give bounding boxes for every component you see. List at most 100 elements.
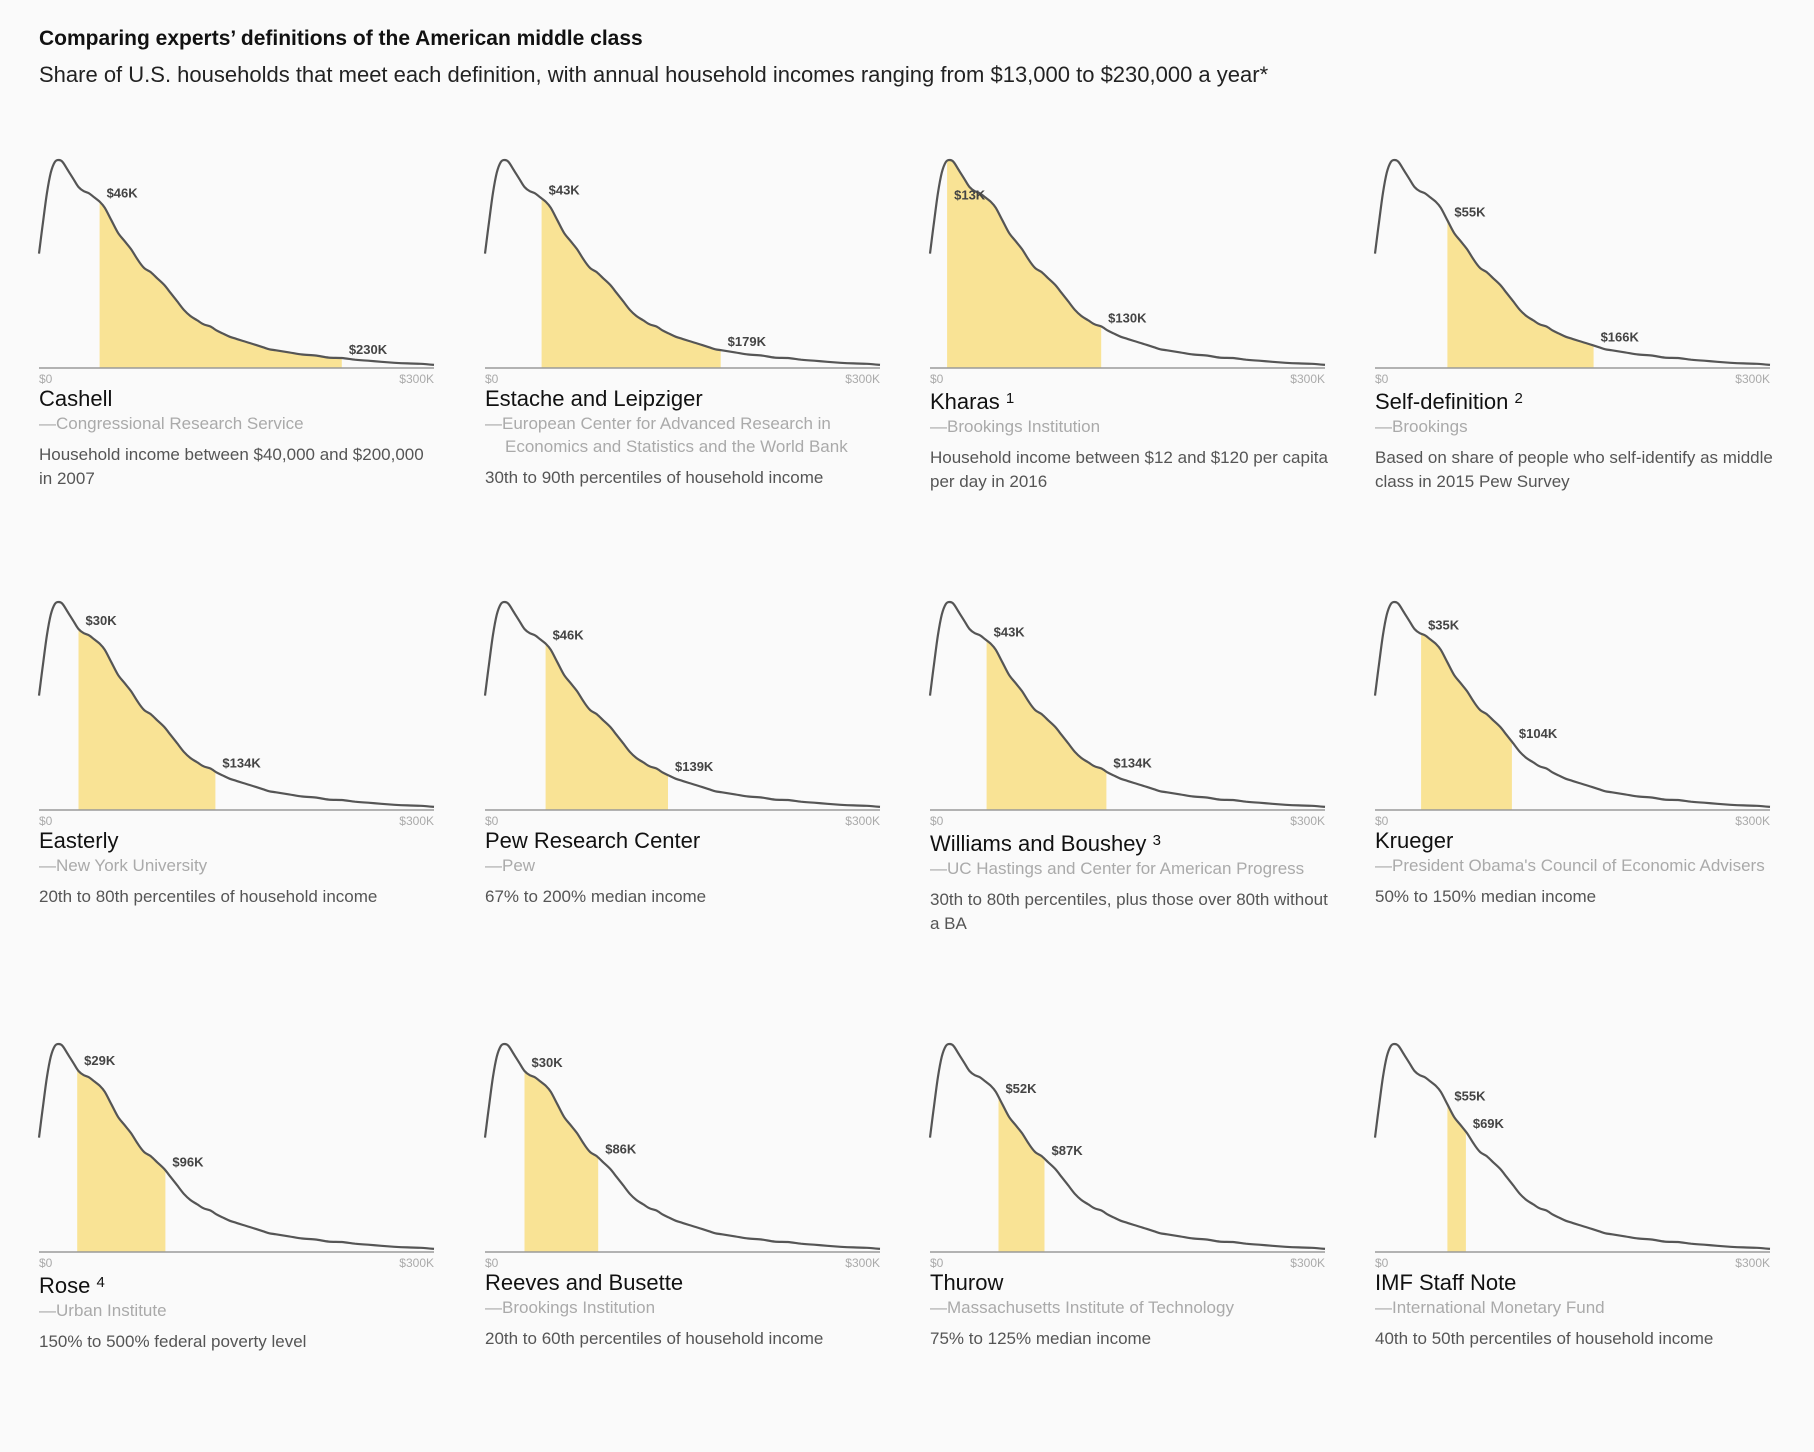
definition-name-text: Estache and Leipziger (485, 386, 703, 411)
middle-class-band (77, 1069, 166, 1252)
definition-info: Easterly —New York University 20th to 80th… (39, 827, 439, 909)
footnote-marker: 3 (1152, 832, 1161, 849)
income-distribution-curve (483, 1042, 881, 1250)
definition-source: —International Monetary Fund (1375, 1298, 1605, 1317)
definition-name-text: Reeves and Busette (485, 1270, 684, 1295)
x-tick-label-min: $0 (1375, 372, 1389, 386)
x-tick-label-max: $300K (845, 1256, 880, 1270)
upper-bound-label: $134K (1113, 756, 1152, 771)
definition-panel: $0 $300K $43K $179K Estache and Leipziger —Eu… (483, 148, 885, 568)
definition-source: —Pew (485, 856, 536, 875)
x-tick-label-min: $0 (485, 372, 499, 386)
middle-class-band (524, 1071, 599, 1252)
definition-description: 40th to 50th percentiles of household in… (1375, 1329, 1714, 1348)
definition-name-text: Easterly (39, 828, 119, 853)
definition-description: 30th to 90th percentiles of household in… (485, 468, 824, 487)
lower-bound-label: $35K (1428, 618, 1460, 633)
upper-bound-label: $87K (1052, 1143, 1084, 1158)
definition-info: Krueger —President Obama's Council of Eco… (1375, 827, 1775, 909)
definition-panel: $0 $300K $46K $139K Pew Research Center —Pew 6… (483, 590, 885, 1010)
definition-source: —Massachusetts Institute of Technology (930, 1298, 1234, 1317)
income-distribution-curve (37, 600, 435, 808)
definition-name: Williams and Boushey 3 (930, 827, 1330, 857)
distribution-chart: $0 $300K $35K $104K (1373, 600, 1771, 828)
lower-bound-label: $30K (532, 1055, 564, 1070)
definition-description: Household income between $40,000 and $20… (39, 445, 424, 488)
x-tick-label-max: $300K (399, 814, 434, 828)
definition-name: IMF Staff Note (1375, 1269, 1775, 1296)
definition-name: Cashell (39, 385, 439, 412)
income-distribution-curve (1373, 600, 1771, 808)
definition-source: —Brookings (1375, 417, 1468, 436)
definition-name: Pew Research Center (485, 827, 885, 854)
lower-bound-label: $46K (107, 186, 139, 201)
definition-name-text: Pew Research Center (485, 828, 701, 853)
x-tick-label-min: $0 (39, 372, 53, 386)
distribution-chart: $0 $300K $30K $134K (37, 600, 435, 828)
definition-panel: $0 $300K $13K $130K Kharas 1 —Brookings Insti… (928, 148, 1330, 568)
distribution-chart: $0 $300K $29K $96K (37, 1042, 435, 1270)
income-distribution-curve (928, 600, 1326, 808)
income-distribution-curve (483, 158, 881, 366)
upper-bound-label: $104K (1519, 726, 1558, 741)
definition-description: 20th to 80th percentiles of household in… (39, 887, 378, 906)
income-distribution-curve (1373, 1042, 1771, 1250)
chart-subtitle: Share of U.S. households that meet each … (39, 62, 1269, 87)
middle-class-band (947, 160, 1102, 368)
x-tick-label-min: $0 (930, 372, 944, 386)
definition-info: Self-definition 2 —Brookings Based on shar… (1375, 385, 1775, 494)
definition-name: Thurow (930, 1269, 1330, 1296)
definition-info: Pew Research Center —Pew 67% to 200% media… (485, 827, 885, 909)
middle-class-band (541, 198, 721, 368)
x-tick-label-min: $0 (1375, 1256, 1389, 1270)
middle-class-band (78, 629, 216, 810)
x-tick-label-max: $300K (399, 372, 434, 386)
x-tick-label-max: $300K (845, 372, 880, 386)
distribution-chart: $0 $300K $46K $230K (37, 158, 435, 386)
upper-bound-label: $134K (222, 756, 261, 771)
definition-description: 75% to 125% median income (930, 1329, 1152, 1348)
definition-panel: $0 $300K $55K $166K Self-definition 2 —Brooki… (1373, 148, 1775, 568)
lower-bound-label: $43K (994, 624, 1026, 639)
definition-info: Reeves and Busette —Brookings Institution… (485, 1269, 885, 1351)
upper-bound-label: $69K (1473, 1116, 1505, 1131)
definition-description: 20th to 60th percentiles of household in… (485, 1329, 824, 1348)
definition-description: 50% to 150% median income (1375, 887, 1597, 906)
definition-name: Kharas 1 (930, 385, 1330, 415)
definition-panel: $0 $300K $55K $69K IMF Staff Note —Internatio… (1373, 1032, 1775, 1452)
x-tick-label-max: $300K (1290, 372, 1325, 386)
distribution-chart: $0 $300K $55K $69K (1373, 1042, 1771, 1270)
definition-panel: $0 $300K $30K $134K Easterly —New York Univer… (37, 590, 439, 1010)
definition-name-text: IMF Staff Note (1375, 1270, 1517, 1295)
definition-name: Estache and Leipziger (485, 385, 885, 412)
definition-panel: $0 $300K $46K $230K Cashell —Congressional Re… (37, 148, 439, 568)
middle-class-band (545, 643, 668, 810)
definition-info: Williams and Boushey 3 —UC Hastings and C… (930, 827, 1330, 936)
middle-class-band (99, 201, 342, 368)
x-tick-label-min: $0 (39, 1256, 53, 1270)
definition-name-text: Self-definition (1375, 389, 1509, 414)
x-tick-label-max: $300K (1735, 372, 1770, 386)
income-distribution-curve (928, 1042, 1326, 1250)
definition-description: 150% to 500% federal poverty level (39, 1332, 307, 1351)
definition-source: —Urban Institute (39, 1301, 167, 1320)
upper-bound-label: $230K (349, 342, 388, 357)
distribution-chart: $0 $300K $46K $139K (483, 600, 881, 828)
footnote-marker: 2 (1514, 390, 1523, 407)
definition-source: —Brookings Institution (485, 1298, 656, 1317)
lower-bound-label: $55K (1454, 1088, 1486, 1103)
definition-info: Thurow —Massachusetts Institute of Techno… (930, 1269, 1330, 1351)
definition-description: Based on share of people who self-identi… (1375, 448, 1773, 491)
definition-description: Household income between $12 and $120 pe… (930, 448, 1328, 491)
definition-info: Estache and Leipziger —European Center fo… (485, 385, 885, 490)
x-tick-label-max: $300K (1735, 1256, 1770, 1270)
definition-info: IMF Staff Note —International Monetary Fu… (1375, 1269, 1775, 1351)
middle-class-band (1447, 220, 1594, 368)
definition-name: Rose 4 (39, 1269, 439, 1299)
definition-source: —European Center for Advanced Research i… (485, 414, 848, 456)
definition-info: Rose 4 —Urban Institute 150% to 500% feder… (39, 1269, 439, 1354)
definition-name-text: Krueger (1375, 828, 1454, 853)
upper-bound-label: $139K (675, 759, 714, 774)
definition-name: Easterly (39, 827, 439, 854)
definition-source: —UC Hastings and Center for American Pro… (930, 859, 1305, 878)
